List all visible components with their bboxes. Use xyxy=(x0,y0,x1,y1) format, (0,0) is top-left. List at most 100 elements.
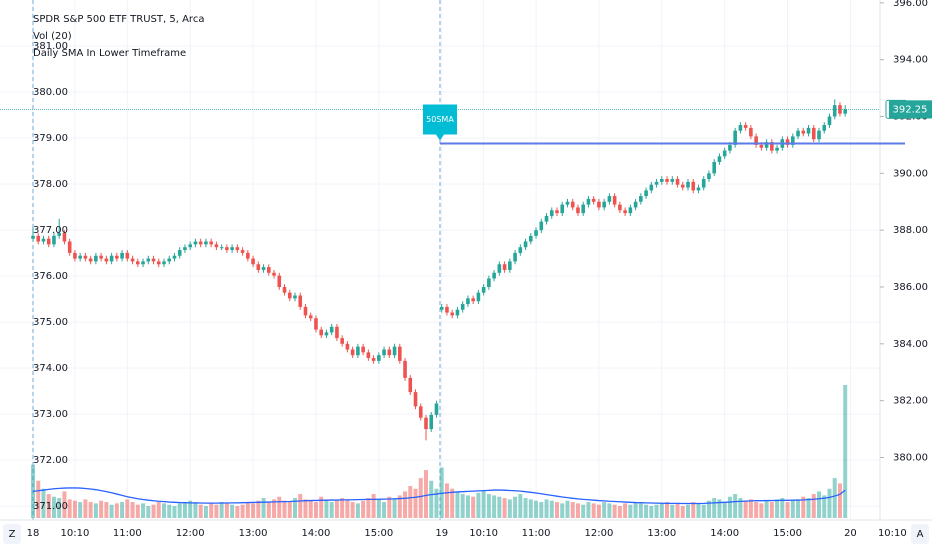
left-tick-label: 373.00 xyxy=(33,409,68,420)
volume-bar xyxy=(434,488,439,518)
volume-bar xyxy=(88,502,93,518)
candle-body xyxy=(460,304,465,310)
volume-bar xyxy=(198,504,203,518)
candle-body xyxy=(141,261,145,265)
candle-body xyxy=(728,144,732,151)
volume-bar xyxy=(701,504,706,518)
candle-body xyxy=(618,204,622,211)
volume-bar xyxy=(93,503,98,518)
volume-bar xyxy=(644,504,649,518)
candle-body xyxy=(570,201,575,208)
volume-bar xyxy=(686,504,690,518)
volume-bar xyxy=(57,498,62,518)
volume-bar xyxy=(109,504,114,518)
candle-body xyxy=(712,161,716,174)
volume-bar xyxy=(460,494,465,518)
candle-body xyxy=(591,198,596,202)
candle-body xyxy=(811,127,816,140)
volume-bar xyxy=(303,499,308,518)
left-tick-label: 375.00 xyxy=(33,317,68,328)
candle-body xyxy=(607,196,612,202)
candle-body xyxy=(518,247,523,253)
candle-body xyxy=(717,156,722,162)
candle-body xyxy=(99,255,103,259)
volume-bar xyxy=(775,499,780,518)
right-tick-label: 382.00 xyxy=(893,396,928,407)
candle-body xyxy=(623,210,627,214)
volume-bar xyxy=(256,500,261,518)
candle-body xyxy=(235,247,240,251)
candle-body xyxy=(523,241,528,248)
volume-bar xyxy=(827,488,832,518)
volume-bar xyxy=(162,503,166,518)
auto-button-label[interactable]: A xyxy=(917,529,924,540)
volume-bar xyxy=(376,499,381,518)
candle-body xyxy=(576,207,580,214)
candle-body xyxy=(534,230,538,236)
candle-body xyxy=(52,235,56,245)
volume-bar xyxy=(455,491,460,518)
candle-body xyxy=(345,343,350,350)
zoom-button-label[interactable]: Z xyxy=(9,529,16,540)
volume-bar xyxy=(759,503,764,518)
candle-body xyxy=(791,136,795,145)
volume-bar xyxy=(418,478,423,518)
candle-body xyxy=(654,181,659,185)
candle-body xyxy=(555,210,559,214)
candle-body xyxy=(450,312,454,316)
volume-bar xyxy=(722,502,727,518)
zoom-button[interactable] xyxy=(3,524,21,544)
volume-bar xyxy=(471,496,476,518)
volume-bar xyxy=(51,496,56,518)
candle-body xyxy=(529,235,533,242)
volume-bar xyxy=(570,502,575,518)
candle-body xyxy=(403,360,407,378)
volume-bar xyxy=(727,496,732,518)
volume-bar xyxy=(549,500,554,518)
indicator-label: Daily SMA In Lower Timeframe xyxy=(33,48,186,59)
volume-bar xyxy=(172,506,177,518)
volume-bar xyxy=(36,480,41,518)
volume-bar xyxy=(481,490,486,518)
volume-bar xyxy=(350,502,355,518)
candle-body xyxy=(439,306,444,310)
candle-body xyxy=(188,244,192,248)
candle-body xyxy=(146,258,151,262)
volume-bar xyxy=(801,496,806,518)
x-tick-label: 10:10 xyxy=(469,528,498,539)
candle-body xyxy=(104,258,109,262)
candle-body xyxy=(88,258,93,262)
volume-bar xyxy=(120,502,125,518)
volume-bar xyxy=(355,503,360,518)
volume-bar xyxy=(125,499,130,518)
candle-body xyxy=(455,309,460,316)
candle-body xyxy=(183,247,187,251)
volume-bar xyxy=(743,500,748,518)
candle-body xyxy=(120,252,124,259)
candle-body xyxy=(277,275,282,287)
volume-bar xyxy=(130,502,135,518)
auto-button[interactable] xyxy=(911,524,929,544)
candle-body xyxy=(628,207,633,214)
candle-body xyxy=(481,286,486,293)
volume-bar xyxy=(439,467,444,518)
volume-bar xyxy=(706,500,711,518)
candle-body xyxy=(413,392,418,407)
candle-body xyxy=(319,329,323,336)
volume-bar xyxy=(717,499,722,518)
volume-bar xyxy=(837,483,842,518)
volume-bar xyxy=(811,494,816,518)
volume-bar xyxy=(764,500,769,518)
volume-bar xyxy=(769,502,774,518)
volume-bar xyxy=(796,499,801,518)
volume-bar xyxy=(738,498,743,518)
candle-body xyxy=(356,346,360,356)
candle-body xyxy=(806,127,811,134)
candle-body xyxy=(225,247,229,251)
volume-bar xyxy=(151,504,156,518)
volume-bar xyxy=(523,498,528,518)
x-tick-label: 12:00 xyxy=(176,528,205,539)
volume-bar xyxy=(156,502,161,518)
volume-bar xyxy=(607,503,612,518)
